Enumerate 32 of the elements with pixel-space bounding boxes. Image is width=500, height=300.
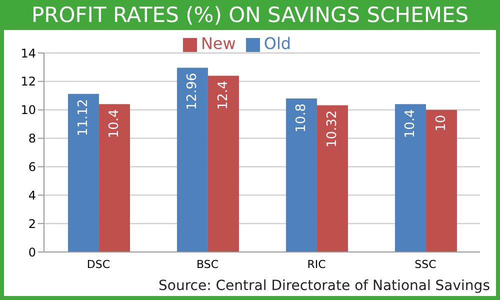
bar [98, 104, 130, 252]
y-tick-label: 6 [28, 160, 36, 174]
data-label: 12.96 [184, 72, 200, 110]
bar [426, 110, 457, 252]
data-label: 10.8 [294, 103, 309, 132]
x-tick-label: DSC [86, 258, 110, 271]
x-tick-label: BSC [196, 258, 219, 271]
legend-label: New [200, 34, 236, 53]
x-tick-label: SSC [414, 258, 437, 271]
bar [208, 76, 239, 252]
y-tick-label: 2 [28, 216, 36, 231]
bar [286, 98, 317, 252]
data-label: 12.4 [216, 80, 231, 110]
data-label: 10 [434, 114, 449, 132]
legend-label: Old [264, 34, 292, 53]
y-tick-label: 8 [28, 132, 36, 146]
y-tick-label: 10 [20, 103, 36, 118]
bar [316, 105, 348, 252]
data-label: 10.32 [324, 110, 340, 148]
y-tick-label: 0 [28, 245, 36, 260]
data-label: 10.4 [106, 109, 122, 138]
x-tick-label: RIC [307, 258, 326, 271]
bar [68, 94, 99, 252]
y-tick-label: 14 [20, 46, 36, 60]
bar [394, 104, 426, 252]
chart-title: PROFIT RATES (%) ON SAVINGS SCHEMES [30, 2, 470, 29]
data-label: 11.12 [76, 98, 91, 136]
source-note: Source: Central Directorate of National Savings [158, 278, 490, 294]
data-label: 10.4 [402, 109, 418, 138]
bar [176, 68, 208, 252]
y-tick-label: 12 [20, 74, 36, 89]
y-tick-label: 4 [28, 188, 36, 202]
